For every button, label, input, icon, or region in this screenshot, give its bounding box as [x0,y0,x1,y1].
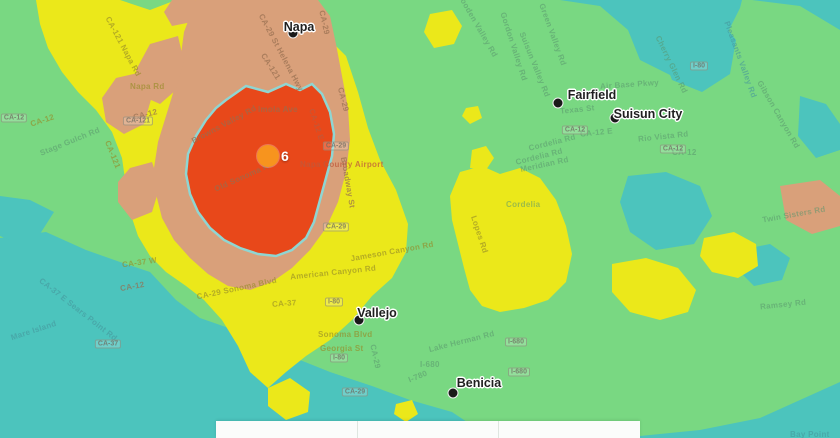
station-cluster-count: 6 [281,148,289,164]
summary-card-cell[interactable] [358,421,500,438]
summary-card-cell[interactable] [499,421,640,438]
summary-card[interactable] [216,421,640,438]
aqi-zone-unhealthy [184,82,336,258]
summary-card-cell[interactable] [216,421,358,438]
station-cluster-blob[interactable] [257,145,279,167]
